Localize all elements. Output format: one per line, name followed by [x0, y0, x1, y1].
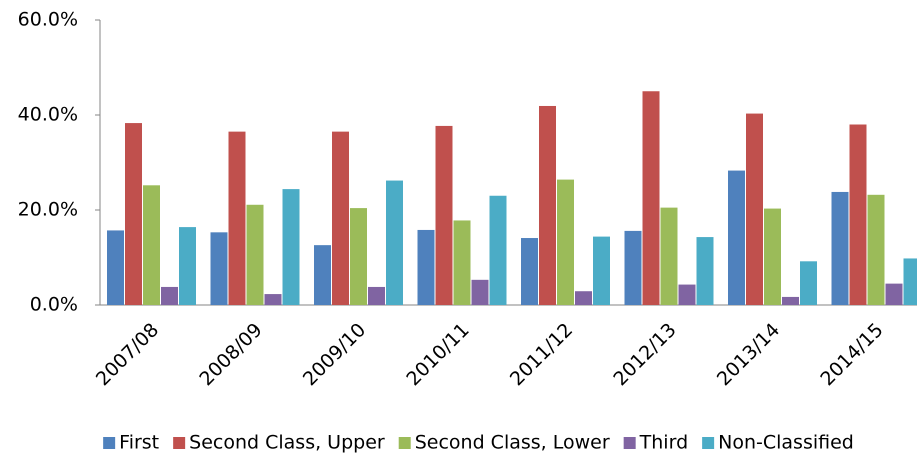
legend: First Second Class, Upper Second Class, Lo… — [103, 432, 854, 454]
x-tick-label: 2012/13 — [609, 319, 680, 390]
legend-swatch — [623, 437, 636, 449]
bar — [575, 291, 592, 305]
bar — [728, 170, 745, 305]
legend-swatch — [398, 437, 411, 449]
legend-swatch — [103, 437, 116, 449]
bar — [107, 230, 124, 305]
bar — [282, 189, 300, 305]
bar — [314, 245, 331, 305]
y-tick-label: 60.0% — [18, 9, 78, 31]
bar — [678, 284, 696, 305]
bar — [867, 194, 885, 305]
bar — [246, 204, 264, 305]
bar — [350, 208, 367, 305]
legend-label: Second Class, Lower — [415, 432, 610, 454]
legend-label: Second Class, Upper — [189, 432, 385, 454]
x-tick-label: 2009/10 — [299, 319, 370, 390]
bar — [849, 124, 867, 305]
bar — [368, 286, 385, 305]
bar — [782, 296, 799, 305]
bar — [557, 179, 574, 305]
legend-swatch — [173, 437, 186, 449]
bar — [642, 91, 660, 305]
x-tick-label: 2010/11 — [402, 319, 473, 390]
bar — [903, 258, 917, 305]
x-tick-label: 2014/15 — [816, 319, 887, 390]
bar — [624, 230, 642, 305]
x-tick-label: 2007/08 — [92, 319, 163, 390]
bar — [593, 236, 610, 305]
bar — [417, 229, 435, 305]
y-tick-label: 40.0% — [18, 104, 78, 126]
bar — [800, 261, 817, 305]
bar — [179, 227, 196, 305]
bar — [332, 131, 349, 305]
legend-label: Non-Classified — [718, 432, 854, 454]
bar — [143, 185, 160, 305]
bar — [660, 207, 678, 305]
x-tick-label: 2008/09 — [195, 319, 266, 390]
bar — [885, 283, 903, 305]
y-tick-label: 20.0% — [18, 199, 78, 221]
bar — [521, 238, 538, 305]
bar — [228, 131, 246, 305]
bar — [453, 220, 471, 305]
bar — [696, 237, 714, 305]
legend-swatch — [702, 437, 715, 449]
bar — [539, 105, 556, 305]
bar — [435, 125, 453, 305]
legend-label: Third — [639, 432, 688, 454]
bar — [764, 208, 781, 305]
bar — [210, 232, 228, 305]
bar — [264, 294, 282, 305]
bar — [471, 279, 489, 305]
bar — [125, 123, 142, 305]
bar — [746, 113, 763, 305]
bar — [386, 180, 403, 305]
legend-label: First — [119, 432, 159, 454]
x-tick-label: 2011/12 — [506, 319, 577, 390]
bar — [831, 191, 849, 305]
x-tick-label: 2013/14 — [713, 319, 784, 390]
y-tick-label: 0.0% — [30, 294, 78, 316]
bar — [489, 195, 507, 305]
bar — [161, 286, 178, 305]
